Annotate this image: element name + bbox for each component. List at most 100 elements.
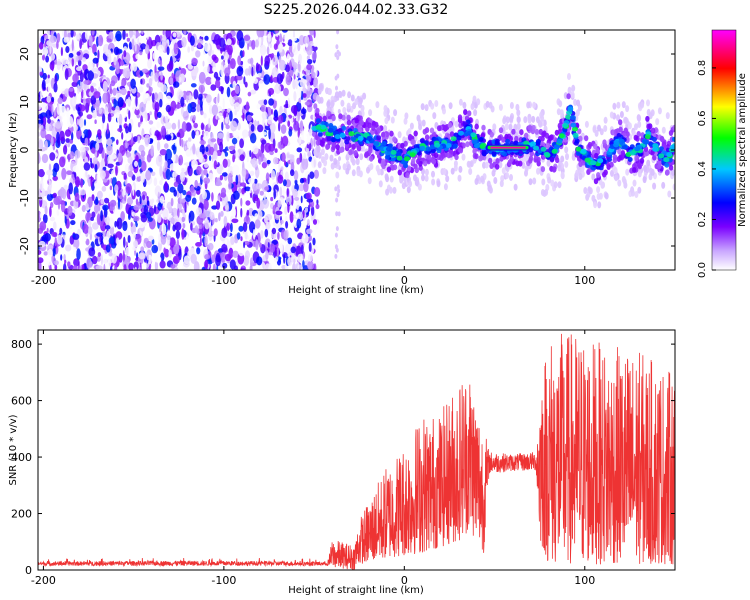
noise-speckle (293, 91, 297, 102)
noise-speckle (218, 212, 221, 222)
signal-blob (583, 187, 588, 194)
noise-speckle (193, 89, 199, 100)
noise-speckle (114, 263, 118, 270)
noise-speckle (256, 256, 263, 266)
noise-speckle (336, 30, 340, 35)
noise-speckle (259, 242, 262, 248)
noise-speckle (178, 94, 181, 100)
noise-speckle (164, 134, 172, 140)
noise-speckle (255, 239, 259, 251)
noise-speckle (42, 72, 47, 80)
signal-blob (378, 180, 383, 188)
signal-blob (376, 127, 382, 134)
noise-speckle (263, 99, 268, 106)
noise-speckle (289, 70, 294, 77)
noise-speckle (83, 162, 91, 171)
signal-blob (453, 132, 459, 138)
noise-speckle (171, 72, 174, 79)
noise-speckle (67, 261, 71, 268)
signal-blob (505, 172, 510, 179)
signal-blob (350, 136, 357, 142)
x-tick-label: 0 (401, 574, 408, 587)
noise-speckle (141, 68, 149, 74)
noise-speckle (260, 230, 264, 239)
noise-speckle (54, 237, 58, 247)
signal-blob (450, 136, 457, 142)
noise-speckle (157, 44, 164, 53)
signal-blob (547, 176, 552, 184)
noise-speckle (185, 234, 189, 243)
noise-speckle (93, 91, 101, 99)
noise-speckle (298, 53, 303, 65)
noise-speckle (334, 186, 338, 192)
noise-speckle (127, 214, 131, 220)
noise-speckle (187, 46, 191, 53)
noise-speckle (172, 171, 177, 178)
noise-speckle (301, 233, 309, 244)
signal-blob (543, 151, 550, 157)
noise-speckle (83, 80, 89, 85)
noise-speckle (148, 120, 154, 125)
noise-speckle (44, 34, 49, 40)
noise-speckle (230, 236, 235, 246)
noise-speckle (254, 219, 261, 229)
noise-speckle (286, 187, 289, 198)
signal-blob (337, 90, 342, 98)
signal-blob (423, 160, 428, 167)
signal-blob (424, 168, 429, 176)
noise-speckle (53, 162, 60, 173)
noise-speckle (243, 241, 246, 249)
noise-speckle (236, 30, 244, 42)
noise-speckle (200, 110, 204, 116)
signal-blob (470, 103, 475, 110)
signal-blob (326, 110, 331, 117)
noise-speckle (55, 195, 62, 205)
noise-speckle (91, 67, 99, 73)
signal-blob (481, 124, 486, 131)
signal-blob (625, 168, 630, 176)
noise-speckle (210, 77, 217, 85)
signal-blob (354, 98, 359, 106)
noise-speckle (279, 186, 283, 198)
signal-blob (498, 161, 503, 169)
noise-speckle (304, 101, 310, 106)
noise-speckle (235, 151, 239, 158)
noise-speckle (165, 30, 171, 39)
noise-speckle (38, 131, 41, 137)
noise-speckle (274, 96, 279, 101)
signal-blob (637, 186, 642, 194)
signal-blob (630, 189, 635, 197)
noise-speckle (236, 232, 241, 240)
noise-speckle (219, 141, 224, 153)
noise-speckle (62, 234, 66, 240)
noise-speckle (104, 215, 110, 225)
noise-speckle (211, 192, 214, 202)
noise-speckle (285, 64, 290, 73)
noise-speckle (226, 86, 231, 98)
signal-blob (652, 182, 657, 190)
noise-speckle (187, 103, 193, 114)
signal-blob (542, 119, 547, 127)
noise-speckle (140, 78, 143, 85)
noise-speckle (263, 193, 266, 199)
noise-speckle (98, 108, 103, 115)
noise-speckle (44, 205, 48, 216)
noise-speckle (153, 135, 158, 146)
noise-speckle (177, 119, 181, 130)
signal-blob (445, 175, 450, 183)
noise-speckle (138, 252, 146, 260)
noise-speckle (59, 38, 63, 48)
noise-speckle (267, 30, 274, 33)
noise-speckle (266, 46, 270, 55)
noise-speckle (104, 106, 109, 116)
noise-speckle (91, 211, 96, 218)
noise-speckle (159, 179, 163, 185)
signal-blob (458, 130, 464, 136)
signal-blob (424, 127, 430, 134)
noise-speckle (63, 145, 68, 155)
signal-blob (584, 157, 591, 163)
noise-speckle (173, 81, 180, 88)
noise-speckle (79, 38, 82, 50)
